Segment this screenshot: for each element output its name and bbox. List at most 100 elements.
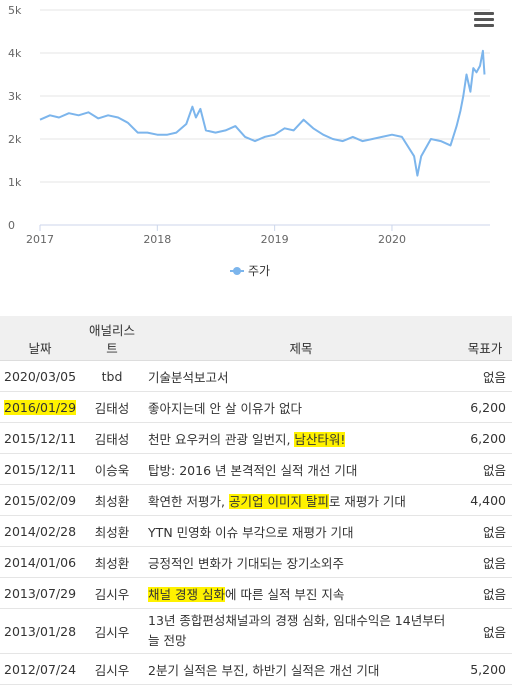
row-title-link[interactable]: 13년 종합편성채널과의 경쟁 심화, 임대수익은 14년부터 늘 전망 <box>148 611 454 651</box>
header-title: 제목 <box>144 316 458 361</box>
chart-svg: 0 1k 2k 3k 4k 5k 2017 2018 2019 2020 <box>8 4 490 246</box>
row-analyst: 김태성 <box>80 422 145 454</box>
table-row[interactable]: 2015/12/11 이승욱 탑방: 2016 년 본격적인 실적 개선 기대 없음 <box>0 453 512 485</box>
row-target-price: 5,200 <box>458 653 512 685</box>
x-tick-label: 2018 <box>143 233 171 246</box>
table-row[interactable]: 2013/01/28 김시우 13년 종합편성채널과의 경쟁 심화, 임대수익은 1… <box>0 608 512 654</box>
row-title-link[interactable]: YTN 민영화 이슈 부각으로 재평가 기대 <box>148 525 354 540</box>
row-target-price: 없음 <box>458 453 512 485</box>
row-date-text: 2020/03/05 <box>4 368 77 384</box>
title-text: YTN 민영화 이슈 부각으로 재평가 기대 <box>148 524 354 540</box>
highlighted-title-text: 공기업 이미지 탈피 <box>228 493 329 509</box>
title-text: 천만 요우커의 관광 일번지, <box>148 431 295 447</box>
row-date: 2014/01/06 <box>0 546 81 578</box>
row-title[interactable]: 긍정적인 변화가 기대되는 장기소외주 <box>144 546 458 578</box>
row-title-link[interactable]: 긍정적인 변화가 기대되는 장기소외주 <box>148 556 344 571</box>
row-target-price: 4,400 <box>458 484 512 516</box>
row-title[interactable]: 채널 경쟁 심화에 따른 실적 부진 지속 <box>144 577 458 609</box>
row-date-text: 2016/01/29 <box>4 399 77 415</box>
stock-price-chart: 0 1k 2k 3k 4k 5k 2017 2018 2019 2020 주가 <box>0 0 512 290</box>
row-title-link[interactable]: 기술분석보고서 <box>148 370 229 385</box>
analyst-report-table: 날짜 애널리스트 제목 목표가 2020/03/05 tbd 기술분석보고서 없음 20… <box>0 316 512 685</box>
x-tick-label: 2017 <box>26 233 54 246</box>
legend-swatch <box>230 266 244 275</box>
row-title[interactable]: 확연한 저평가, 공기업 이미지 탈피로 재평가 기대 <box>144 484 458 516</box>
row-target-price: 없음 <box>458 577 512 609</box>
table-row[interactable]: 2020/03/05 tbd 기술분석보고서 없음 <box>0 360 512 392</box>
row-target-price: 6,200 <box>458 391 512 423</box>
row-analyst: tbd <box>80 360 145 392</box>
row-date: 2013/07/29 <box>0 577 81 609</box>
row-date-text: 2013/07/29 <box>4 585 77 601</box>
row-analyst: 이승욱 <box>80 453 145 485</box>
x-tick-label: 2020 <box>378 233 406 246</box>
row-title-link[interactable]: 확연한 저평가, 공기업 이미지 탈피로 재평가 기대 <box>148 493 406 509</box>
y-tick-label: 0 <box>8 219 15 232</box>
table-row[interactable]: 2013/07/29 김시우 채널 경쟁 심화에 따른 실적 부진 지속 없음 <box>0 577 512 609</box>
chart-legend-item[interactable]: 주가 <box>230 262 270 279</box>
title-text: 13년 종합편성채널과의 경쟁 심화, 임대수익은 14년부터 늘 전망 <box>148 613 446 648</box>
title-text: 에 따른 실적 부진 지속 <box>225 586 345 602</box>
table-body: 2020/03/05 tbd 기술분석보고서 없음 2016/01/29 김태성 좋아지는데… <box>0 360 512 685</box>
y-tick-label: 3k <box>8 90 22 103</box>
row-date-text: 2015/12/11 <box>4 430 77 446</box>
row-target-price: 없음 <box>458 515 512 547</box>
row-date-text: 2012/07/24 <box>4 661 77 677</box>
row-title-link[interactable]: 탑방: 2016 년 본격적인 실적 개선 기대 <box>148 463 357 478</box>
row-title[interactable]: YTN 민영화 이슈 부각으로 재평가 기대 <box>144 515 458 547</box>
row-title[interactable]: 천만 요우커의 관광 일번지, 남산타워! <box>144 422 458 454</box>
row-target-price: 없음 <box>458 546 512 578</box>
table-row[interactable]: 2014/02/28 최성환 YTN 민영화 이슈 부각으로 재평가 기대 없음 <box>0 515 512 547</box>
row-date-text: 2014/01/06 <box>4 554 77 570</box>
row-target-price: 6,200 <box>458 422 512 454</box>
row-analyst: 김시우 <box>80 653 145 685</box>
title-text: 탑방: 2016 년 본격적인 실적 개선 기대 <box>148 462 358 478</box>
row-title-link[interactable]: 천만 요우커의 관광 일번지, 남산타워! <box>148 431 346 447</box>
legend-label: 주가 <box>248 264 271 278</box>
table-header-row: 날짜 애널리스트 제목 목표가 <box>0 316 512 361</box>
row-title-link[interactable]: 좋아지는데 안 살 이유가 없다 <box>148 401 302 416</box>
row-title-link[interactable]: 2분기 실적은 부진, 하반기 실적은 개선 기대 <box>148 663 379 678</box>
row-title[interactable]: 좋아지는데 안 살 이유가 없다 <box>144 391 458 423</box>
header-analyst: 애널리스트 <box>80 316 145 361</box>
title-text: 좋아지는데 안 살 이유가 없다 <box>148 400 302 416</box>
y-tick-label: 1k <box>8 176 22 189</box>
row-date: 2016/01/29 <box>0 391 81 423</box>
row-target-price: 없음 <box>458 608 512 654</box>
table-row[interactable]: 2014/01/06 최성환 긍정적인 변화가 기대되는 장기소외주 없음 <box>0 546 512 578</box>
table-row[interactable]: 2015/12/11 김태성 천만 요우커의 관광 일번지, 남산타워! 6,200 <box>0 422 512 454</box>
row-date-text: 2014/02/28 <box>4 523 77 539</box>
row-title[interactable]: 13년 종합편성채널과의 경쟁 심화, 임대수익은 14년부터 늘 전망 <box>144 608 458 654</box>
header-date: 날짜 <box>0 316 81 361</box>
table-row[interactable]: 2012/07/24 김시우 2분기 실적은 부진, 하반기 실적은 개선 기대 5,… <box>0 653 512 685</box>
row-analyst: 최성환 <box>80 484 145 516</box>
series-line-주가 <box>39 49 486 177</box>
row-analyst: 최성환 <box>80 546 145 578</box>
title-text: 2분기 실적은 부진, 하반기 실적은 개선 기대 <box>148 662 380 678</box>
row-date: 2012/07/24 <box>0 653 81 685</box>
row-date-text: 2015/12/11 <box>4 461 77 477</box>
row-date: 2013/01/28 <box>0 608 81 654</box>
row-title[interactable]: 기술분석보고서 <box>144 360 458 392</box>
row-date: 2020/03/05 <box>0 360 81 392</box>
row-title[interactable]: 2분기 실적은 부진, 하반기 실적은 개선 기대 <box>144 653 458 685</box>
highlighted-title-text: 남산타워! <box>294 431 346 447</box>
row-date: 2015/12/11 <box>0 422 81 454</box>
row-target-price: 없음 <box>458 360 512 392</box>
row-title-link[interactable]: 채널 경쟁 심화에 따른 실적 부진 지속 <box>148 586 345 602</box>
row-date-text: 2013/01/28 <box>4 623 77 639</box>
row-date-text: 2015/02/09 <box>4 492 77 508</box>
row-analyst: 최성환 <box>80 515 145 547</box>
header-target: 목표가 <box>458 316 512 361</box>
y-tick-label: 5k <box>8 4 22 17</box>
table-row[interactable]: 2016/01/29 김태성 좋아지는데 안 살 이유가 없다 6,200 <box>0 391 512 423</box>
hamburger-menu-icon[interactable] <box>474 12 494 28</box>
title-text: 기술분석보고서 <box>148 369 229 385</box>
table-row[interactable]: 2015/02/09 최성환 확연한 저평가, 공기업 이미지 탈피로 재평가 기대… <box>0 484 512 516</box>
title-text: 긍정적인 변화가 기대되는 장기소외주 <box>148 555 344 571</box>
x-tick-label: 2019 <box>261 233 289 246</box>
title-text: 로 재평가 기대 <box>328 493 406 509</box>
row-date: 2015/02/09 <box>0 484 81 516</box>
row-date: 2015/12/11 <box>0 453 81 485</box>
row-title[interactable]: 탑방: 2016 년 본격적인 실적 개선 기대 <box>144 453 458 485</box>
